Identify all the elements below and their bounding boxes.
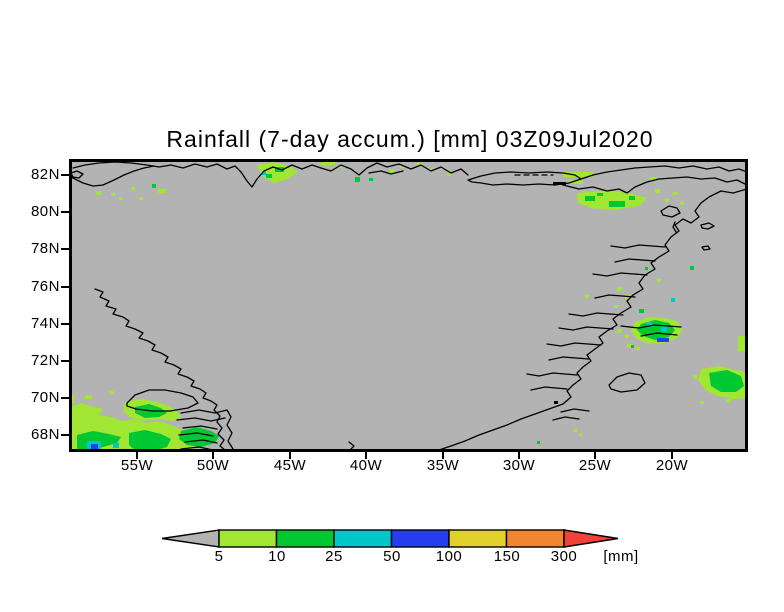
x-axis-tick	[671, 451, 673, 459]
colorbar-segment-6	[505, 529, 565, 548]
y-axis-tick	[61, 174, 69, 176]
y-axis-label: 68N	[30, 426, 60, 443]
rain-patch-southeast	[537, 366, 747, 444]
y-axis-tick	[61, 248, 69, 250]
rain-patches-east-coast	[585, 266, 747, 351]
x-axis-tick	[365, 451, 367, 459]
plot-title: Rainfall (7-day accum.) [mm] 03Z09Jul202…	[166, 126, 654, 152]
rainfall-map	[69, 159, 748, 452]
y-axis-label: 76N	[30, 278, 60, 295]
x-axis-tick	[212, 451, 214, 459]
x-axis-label: 20W	[655, 457, 689, 474]
colorbar-segment-4	[390, 529, 450, 548]
y-axis-label: 72N	[30, 352, 60, 369]
y-axis-label: 78N	[30, 240, 60, 257]
colorbar-tick-label: 10	[268, 548, 286, 565]
y-axis-tick	[61, 211, 69, 213]
colorbar	[161, 529, 619, 548]
y-axis-label: 74N	[30, 315, 60, 332]
y-axis-tick	[61, 360, 69, 362]
map-frame	[69, 159, 748, 452]
colorbar-tick-label: 5	[214, 548, 224, 565]
x-axis-tick	[136, 451, 138, 459]
y-axis-tick	[61, 397, 69, 399]
x-axis-label: 55W	[120, 457, 154, 474]
colorbar-tick-label: 150	[493, 548, 521, 565]
colorbar-tick-label: 300	[550, 548, 578, 565]
colorbar-segment-5	[448, 529, 508, 548]
x-axis-tick	[289, 451, 291, 459]
colorbar-tick-label: 25	[325, 548, 343, 565]
x-axis-label: 25W	[578, 457, 612, 474]
x-axis-label: 45W	[273, 457, 307, 474]
x-axis-label: 35W	[426, 457, 460, 474]
coastlines	[69, 161, 748, 452]
y-axis-tick	[61, 323, 69, 325]
x-axis-label: 50W	[196, 457, 230, 474]
y-axis-tick	[61, 434, 69, 436]
x-axis-label: 30W	[502, 457, 536, 474]
x-axis-tick	[594, 451, 596, 459]
y-axis-tick	[61, 286, 69, 288]
colorbar-unit-label: [mm]	[603, 548, 639, 565]
colorbar-segment-1	[218, 529, 278, 548]
x-axis-label: 40W	[349, 457, 383, 474]
colorbar-tick-label: 50	[383, 548, 401, 565]
colorbar-segment-2	[275, 529, 335, 548]
x-axis-tick	[442, 451, 444, 459]
colorbar-arrow-above	[563, 529, 619, 548]
y-axis-label: 70N	[30, 389, 60, 406]
map-background	[69, 159, 748, 452]
colorbar-tick-label: 100	[435, 548, 463, 565]
colorbar-segment-3	[333, 529, 393, 548]
x-axis-tick	[518, 451, 520, 459]
y-axis-label: 82N	[30, 166, 60, 183]
rain-patches-northeast	[563, 172, 684, 210]
colorbar-arrow-below	[161, 529, 220, 548]
y-axis-label: 80N	[30, 203, 60, 220]
